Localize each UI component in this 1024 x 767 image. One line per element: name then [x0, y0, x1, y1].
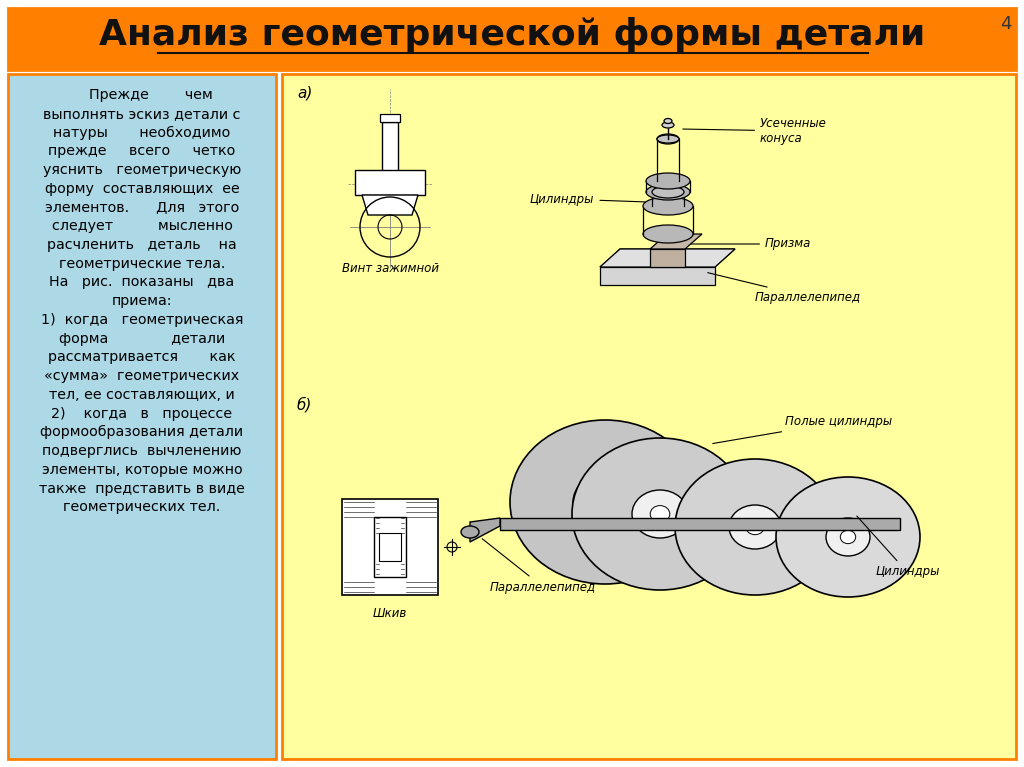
Ellipse shape: [573, 474, 637, 530]
Bar: [382, 122, 398, 177]
Ellipse shape: [643, 225, 693, 243]
Ellipse shape: [652, 186, 684, 198]
Ellipse shape: [657, 134, 679, 144]
Polygon shape: [650, 249, 685, 267]
Bar: [8, 74, 276, 759]
Text: Прежде        чем
выполнять эскиз детали с
натуры       необходимо
прежде     вс: Прежде чем выполнять эскиз детали с нату…: [39, 88, 245, 515]
Polygon shape: [470, 518, 500, 542]
Polygon shape: [650, 234, 702, 249]
Ellipse shape: [675, 459, 835, 595]
Text: Параллелепипед: Параллелепипед: [482, 538, 596, 594]
Bar: [374, 517, 406, 577]
Text: Винт зажимной: Винт зажимной: [341, 262, 438, 275]
Ellipse shape: [657, 135, 679, 143]
Bar: [379, 533, 401, 561]
Text: 4: 4: [1000, 15, 1012, 33]
Ellipse shape: [650, 505, 670, 522]
Polygon shape: [600, 267, 715, 285]
Ellipse shape: [826, 518, 870, 556]
Ellipse shape: [657, 177, 679, 185]
Text: Полые цилиндры: Полые цилиндры: [713, 416, 892, 443]
Ellipse shape: [572, 438, 748, 590]
Polygon shape: [600, 249, 735, 267]
Ellipse shape: [510, 420, 700, 584]
Ellipse shape: [461, 526, 479, 538]
Text: Усеченные
конуса: Усеченные конуса: [683, 117, 826, 145]
Bar: [380, 114, 400, 122]
Ellipse shape: [594, 492, 616, 512]
Bar: [500, 518, 900, 530]
Ellipse shape: [643, 197, 693, 215]
Polygon shape: [362, 195, 418, 215]
Ellipse shape: [646, 173, 690, 189]
Text: Цилиндры: Цилиндры: [530, 193, 645, 206]
Ellipse shape: [776, 477, 920, 597]
Polygon shape: [600, 249, 735, 267]
Text: Призма: Призма: [691, 238, 811, 251]
Ellipse shape: [729, 505, 781, 549]
Ellipse shape: [841, 530, 856, 544]
Bar: [342, 499, 438, 595]
Text: Параллелепипед: Параллелепипед: [708, 272, 861, 304]
Ellipse shape: [664, 118, 672, 123]
Bar: [282, 74, 1016, 759]
Bar: [355, 170, 425, 195]
Ellipse shape: [662, 122, 674, 128]
Ellipse shape: [745, 519, 764, 535]
Text: Анализ геометрической формы детали: Анализ геометрической формы детали: [99, 18, 925, 52]
Bar: [8, 8, 1016, 70]
Text: Цилиндры: Цилиндры: [857, 516, 939, 578]
Ellipse shape: [646, 184, 690, 200]
Ellipse shape: [652, 200, 684, 212]
Text: Шкив: Шкив: [373, 607, 408, 620]
Ellipse shape: [632, 490, 688, 538]
Text: а): а): [297, 86, 312, 101]
Text: б): б): [297, 397, 312, 413]
